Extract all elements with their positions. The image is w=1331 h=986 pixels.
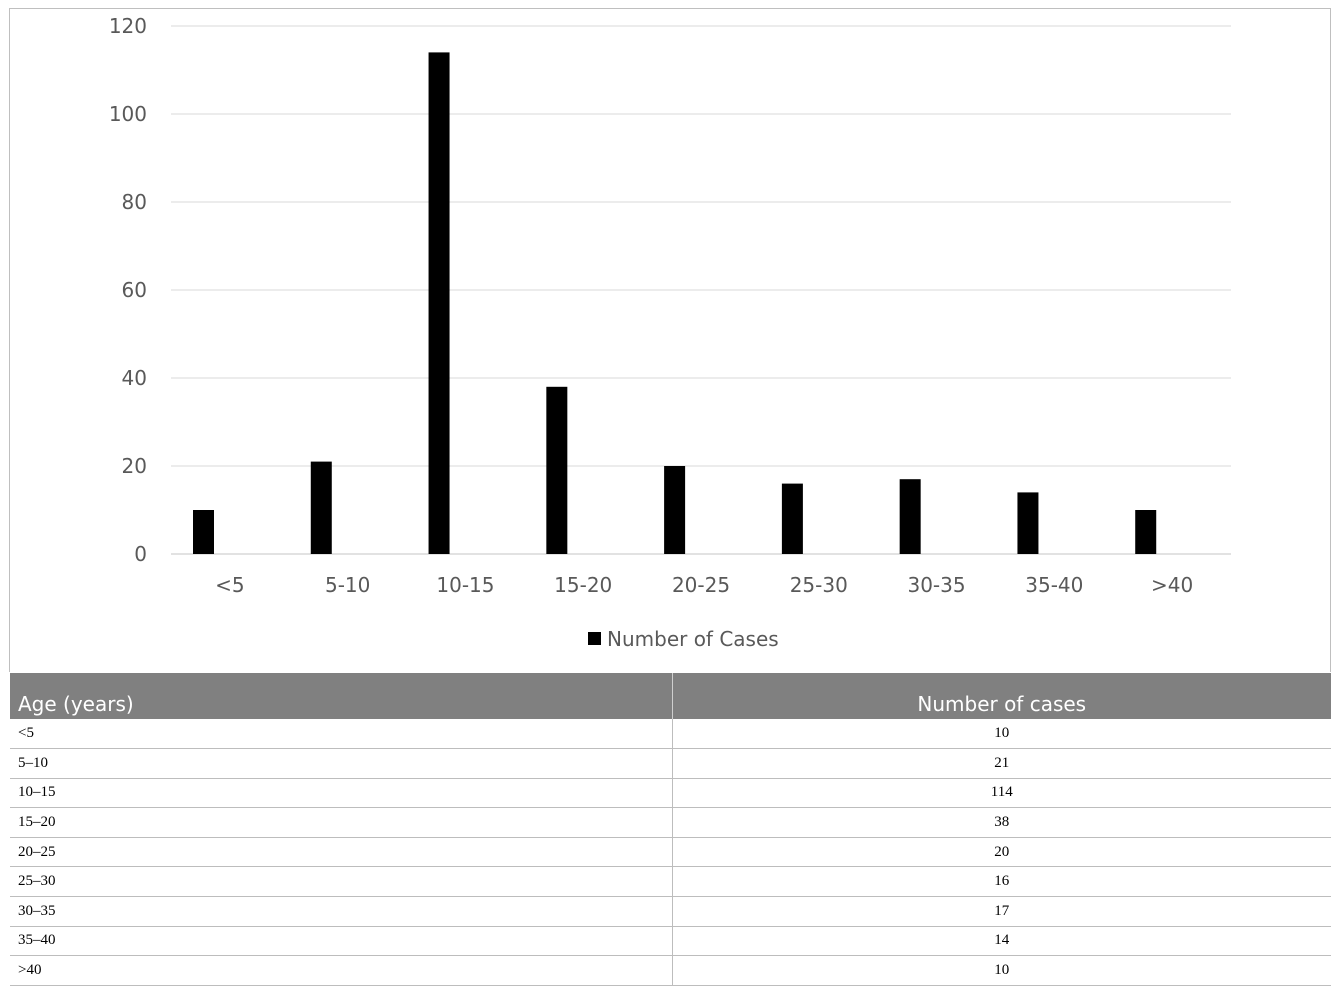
bar [899, 479, 921, 554]
table-row: 15–20 38 [10, 807, 1331, 838]
table-header-row: Age (years) Number of cases [10, 673, 1331, 719]
x-axis-ticks: <5 5-10 10-15 15-20 20-25 25-30 30-35 35-40 >40 [215, 573, 1193, 597]
y-tick-label: 20 [122, 454, 147, 478]
x-tick-label: 15-20 [554, 573, 612, 597]
bar [664, 466, 686, 554]
table-row: 35–40 14 [10, 926, 1331, 957]
legend-label: Number of Cases [607, 627, 779, 651]
age-cell: 5–10 [10, 748, 673, 779]
cases-cell: 21 [672, 748, 1331, 779]
x-tick-label: 20-25 [672, 573, 730, 597]
legend-swatch [588, 632, 601, 645]
bar [781, 483, 803, 554]
bar-chart: 0 20 40 60 80 100 120 <5 5-10 10-15 15-20 20-25 25-… [109, 14, 1231, 651]
y-tick-label: 0 [134, 542, 147, 566]
x-tick-label: 10-15 [436, 573, 494, 597]
x-tick-label: <5 [215, 573, 244, 597]
y-tick-label: 60 [122, 278, 147, 302]
y-tick-label: 40 [122, 366, 147, 390]
cases-cell: 114 [672, 778, 1331, 809]
age-cell: 30–35 [10, 896, 673, 927]
cases-cell: 10 [672, 719, 1331, 750]
table-row: 30–35 17 [10, 896, 1331, 927]
header-number-of-cases: Number of cases [672, 673, 1331, 719]
bar [310, 461, 332, 554]
cases-cell: 14 [672, 926, 1331, 957]
bar [428, 52, 450, 555]
x-tick-label: 30-35 [907, 573, 965, 597]
x-tick-label: 25-30 [790, 573, 848, 597]
y-tick-label: 100 [109, 102, 147, 126]
cases-cell: 38 [672, 807, 1331, 838]
bar [546, 386, 568, 554]
table-row: <5 10 [10, 719, 1331, 750]
header-age: Age (years) [10, 673, 673, 719]
age-cell: 25–30 [10, 866, 673, 898]
table-row: 10–15 114 [10, 778, 1331, 809]
y-axis-ticks: 0 20 40 60 80 100 120 [109, 14, 147, 566]
age-cell: 15–20 [10, 807, 673, 838]
y-tick-label: 120 [109, 14, 147, 38]
cases-cell: 16 [672, 866, 1331, 898]
bar [193, 510, 214, 554]
x-tick-label: 5-10 [325, 573, 370, 597]
bars [193, 52, 1157, 555]
y-tick-label: 80 [122, 190, 147, 214]
age-cell: >40 [10, 955, 673, 986]
cases-cell: 20 [672, 837, 1331, 868]
bar [1017, 492, 1039, 554]
table-body: <5 10 5–10 21 10–15 114 15–20 38 20–25 20 25–30 16 3… [10, 719, 1331, 986]
age-cell: <5 [10, 719, 673, 750]
table-row: >40 10 [10, 955, 1331, 986]
cases-cell: 17 [672, 896, 1331, 927]
legend: Number of Cases [588, 627, 779, 651]
table-row: 5–10 21 [10, 748, 1331, 779]
age-cell: 10–15 [10, 778, 673, 809]
age-cell: 20–25 [10, 837, 673, 868]
bar [1135, 510, 1157, 554]
table-row: 20–25 20 [10, 837, 1331, 868]
cases-cell: 10 [672, 955, 1331, 986]
x-tick-label: >40 [1151, 573, 1193, 597]
x-tick-label: 35-40 [1025, 573, 1083, 597]
age-cell: 35–40 [10, 926, 673, 957]
chart-panel: 0 20 40 60 80 100 120 <5 5-10 10-15 15-20 20-25 25-… [9, 8, 1331, 672]
gridlines [171, 25, 1231, 555]
data-table: Age (years) Number of cases <5 10 5–10 21 10… [10, 673, 1331, 986]
table-row: 25–30 16 [10, 866, 1331, 898]
